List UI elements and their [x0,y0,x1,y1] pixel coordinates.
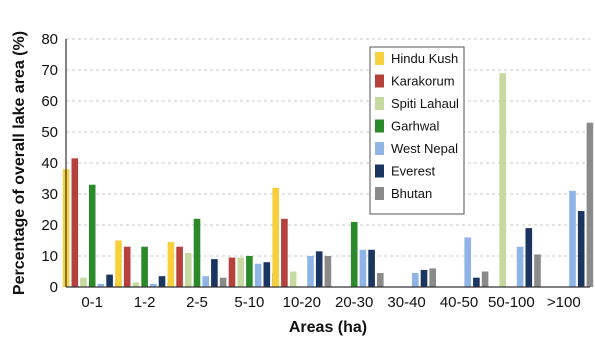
legend: Hindu Kush Karakorum Spiti Lahaul Garhwal We… [369,46,465,215]
bar [80,277,87,287]
legend-label: Everest [391,164,435,179]
y-tick-label: 40 [41,155,58,172]
bar [307,256,314,287]
y-tick-label: 20 [41,217,58,234]
bar [219,277,227,287]
bar [123,246,131,287]
y-tick-label: 30 [41,186,58,203]
legend-item: Karakorum [375,74,455,89]
bar [167,242,175,287]
y-tick-labels: 0 10 20 30 40 50 60 70 80 [41,31,58,296]
legend-item: Spiti Lahaul [375,96,459,111]
bar [516,246,524,287]
legend-swatch [375,74,384,88]
x-tick-label: 40-50 [440,294,478,311]
bar [534,254,541,287]
bar [272,187,279,287]
bars [62,73,594,287]
x-tick-label: 30-40 [387,294,425,311]
bar [211,259,218,287]
y-tick-label: 70 [41,62,58,79]
bar [359,249,367,287]
bar [464,237,471,287]
bar [88,184,96,287]
legend-item: Hindu Kush [375,51,458,66]
x-tick-label: 20-30 [335,294,373,311]
legend-item: Garhwal [375,119,440,134]
bar [150,283,157,287]
bar [315,251,323,287]
legend-label: Spiti Lahaul [391,96,459,111]
legend-swatch [375,164,384,178]
legend-box [369,46,465,215]
bar [289,271,297,287]
grid-lines [66,38,590,257]
bar [254,263,262,287]
bar [71,158,79,287]
bar [525,228,533,287]
bar [132,282,140,287]
legend-label: Karakorum [391,74,455,89]
bar [350,221,358,287]
bar [499,73,506,287]
x-tick-label: >100 [547,294,581,311]
bar [176,246,183,287]
legend-swatch [375,187,384,200]
x-tick-label: 2-5 [186,294,208,311]
bar [141,246,148,287]
legend-swatch [375,119,384,133]
x-tick-labels: 0-1 1-2 2-5 5-10 10-20 20-30 30-40 40-50 50-100 >… [81,294,580,311]
bar [246,256,253,287]
x-tick-label: 10-20 [283,294,321,311]
bar [412,273,419,287]
bar [228,257,236,287]
y-tick-label: 60 [41,93,58,110]
bar [377,273,384,287]
legend-label: Bhutan [391,186,432,201]
bar [586,122,594,287]
bar [202,276,209,287]
x-tick-label: 0-1 [81,294,103,311]
bar [106,274,113,287]
bar [429,268,436,287]
legend-label: Hindu Kush [391,51,458,66]
bar [115,240,122,287]
legend-swatch [375,97,384,110]
y-tick-label: 50 [41,124,58,141]
legend-swatch [375,142,384,155]
bar [185,252,192,287]
x-axis-title: Areas (ha) [289,319,367,336]
bar [569,190,576,287]
y-axis-title: Percentage of overall lake area (%) [11,31,28,295]
x-tick-label: 50-100 [488,294,535,311]
x-tick-label: 1-2 [134,294,156,311]
legend-item: West Nepal [375,141,458,156]
bar [281,218,288,287]
legend-item: Bhutan [375,186,432,201]
bar [473,277,480,287]
bar [263,262,271,287]
bar [577,211,585,287]
bar [237,257,244,287]
bar [158,276,166,287]
x-tick-label: 5-10 [234,294,264,311]
y-tick-label: 10 [41,248,58,265]
legend-label: Garhwal [391,119,440,134]
bar [420,269,428,287]
bar [368,249,375,287]
bar [481,271,489,287]
y-tick-label: 0 [50,279,58,296]
legend-swatch [375,52,384,65]
bar [324,256,332,287]
y-tick-label: 80 [41,31,58,48]
legend-item: Everest [375,164,435,179]
bar [193,218,201,287]
bar [97,283,105,287]
legend-label: West Nepal [391,141,458,156]
